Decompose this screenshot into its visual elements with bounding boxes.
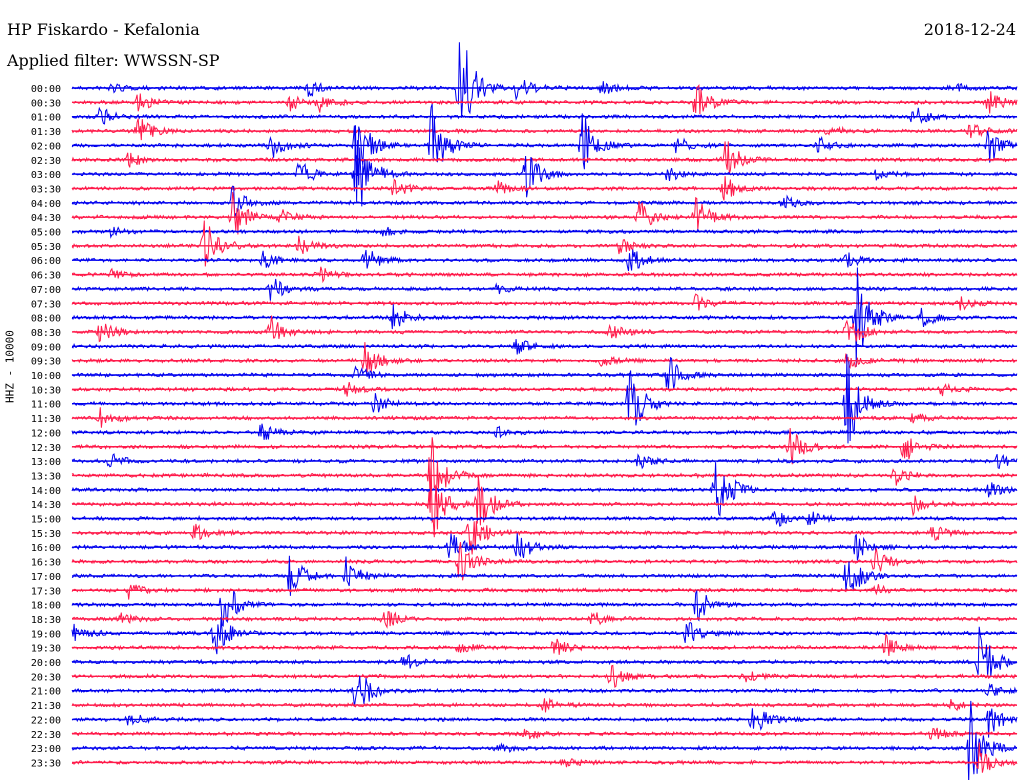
row-label-1430: 14:30 — [31, 500, 61, 511]
row-label-2300: 23:00 — [31, 744, 61, 755]
trace-0300 — [71, 125, 1018, 207]
row-label-0200: 02:00 — [31, 141, 61, 152]
row-label-0700: 07:00 — [31, 285, 61, 296]
trace-0430 — [71, 191, 1018, 235]
trace-1130 — [71, 407, 1018, 428]
trace-1430 — [71, 461, 1018, 538]
row-label-1100: 11:00 — [31, 400, 61, 411]
trace-1730 — [71, 584, 1018, 600]
row-label-0930: 09:30 — [31, 357, 61, 368]
trace-1100 — [71, 354, 1018, 444]
row-label-1500: 15:00 — [31, 515, 61, 526]
station-title: HP Fiskardo - Kefalonia — [7, 20, 200, 39]
record-date: 2018-12-24 — [923, 20, 1016, 39]
row-label-0430: 04:30 — [31, 213, 61, 224]
trace-0000 — [71, 42, 1018, 118]
row-label-1930: 19:30 — [31, 644, 61, 655]
row-label-0330: 03:30 — [31, 184, 61, 195]
trace-2330 — [71, 742, 1018, 773]
row-label-1900: 19:00 — [31, 629, 61, 640]
trace-1800 — [71, 589, 1018, 627]
trace-0130 — [71, 118, 1018, 141]
trace-2130 — [71, 697, 1018, 713]
row-label-1230: 12:30 — [31, 443, 61, 454]
row-label-1300: 13:00 — [31, 457, 61, 468]
row-label-2230: 22:30 — [31, 730, 61, 741]
row-label-1630: 16:30 — [31, 558, 61, 569]
filter-label: Applied filter: WWSSN-SP — [7, 51, 220, 70]
trace-2200 — [71, 708, 1018, 738]
trace-1600 — [71, 533, 1018, 561]
trace-1930 — [71, 633, 1018, 657]
row-label-1330: 13:30 — [31, 471, 61, 482]
row-label-2030: 20:30 — [31, 672, 61, 683]
trace-0030 — [71, 84, 1018, 115]
row-label-0000: 00:00 — [31, 84, 61, 95]
row-label-0030: 00:30 — [31, 98, 61, 109]
row-label-1530: 15:30 — [31, 529, 61, 540]
row-label-1000: 10:00 — [31, 371, 61, 382]
row-label-0500: 05:00 — [31, 228, 61, 239]
row-label-0730: 07:30 — [31, 299, 61, 310]
row-label-1400: 14:00 — [31, 486, 61, 497]
row-label-0600: 06:00 — [31, 256, 61, 267]
row-label-0830: 08:30 — [31, 328, 61, 339]
row-label-0530: 05:30 — [31, 242, 61, 253]
row-label-1700: 17:00 — [31, 572, 61, 583]
row-label-0100: 01:00 — [31, 113, 61, 124]
row-label-1200: 12:00 — [31, 428, 61, 439]
trace-2300 — [71, 700, 1018, 780]
row-label-2330: 23:30 — [31, 758, 61, 769]
row-label-0900: 09:00 — [31, 342, 61, 353]
row-label-0130: 01:30 — [31, 127, 61, 138]
row-label-0400: 04:00 — [31, 199, 61, 210]
trace-1700 — [71, 555, 1018, 596]
row-label-1600: 16:00 — [31, 543, 61, 554]
row-label-1830: 18:30 — [31, 615, 61, 626]
row-label-0300: 03:00 — [31, 170, 61, 181]
row-label-2000: 20:00 — [31, 658, 61, 669]
row-label-1030: 10:30 — [31, 385, 61, 396]
row-label-2200: 22:00 — [31, 715, 61, 726]
trace-1400 — [71, 462, 1018, 517]
trace-0700 — [71, 278, 1018, 301]
row-label-0800: 08:00 — [31, 314, 61, 325]
trace-0730 — [71, 293, 1018, 311]
row-label-0630: 06:30 — [31, 271, 61, 282]
row-label-2100: 21:00 — [31, 687, 61, 698]
row-label-0230: 02:30 — [31, 156, 61, 167]
row-label-1130: 11:30 — [31, 414, 61, 425]
row-label-2130: 21:30 — [31, 701, 61, 712]
row-label-1800: 18:00 — [31, 601, 61, 612]
row-label-1730: 17:30 — [31, 586, 61, 597]
trace-0100 — [71, 106, 1018, 125]
